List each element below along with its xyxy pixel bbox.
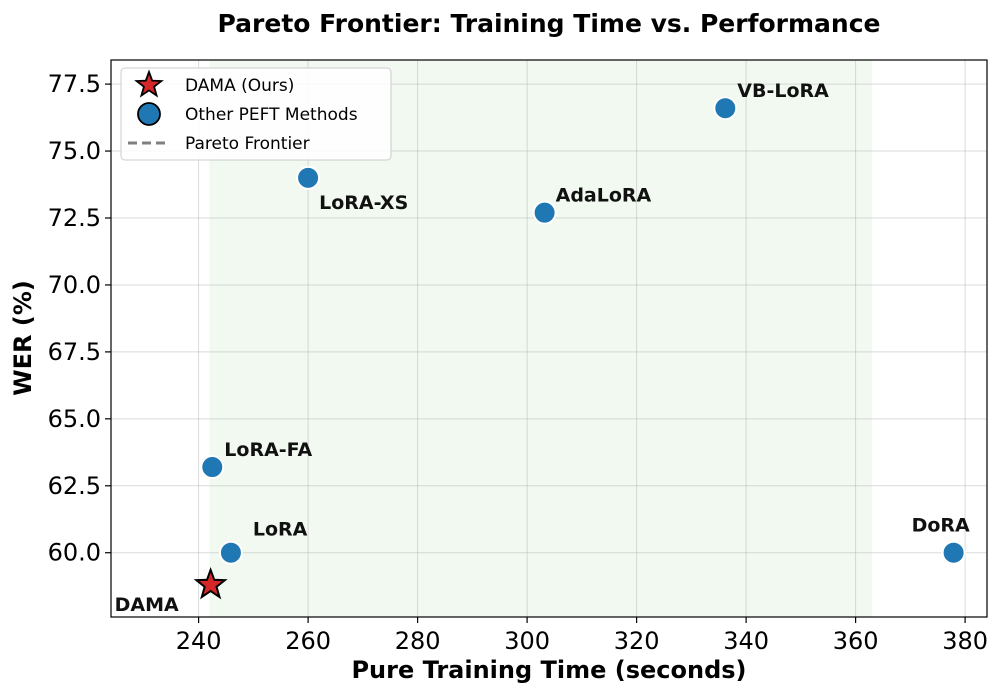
x-tick-label: 340 xyxy=(723,627,769,655)
y-tick-label: 67.5 xyxy=(48,338,101,366)
point-circle xyxy=(941,540,966,565)
point-circle xyxy=(532,200,557,225)
point-star xyxy=(193,567,228,600)
x-axis-label: Pure Training Time (seconds) xyxy=(351,656,746,684)
x-tick-label: 360 xyxy=(833,627,879,655)
y-tick-label: 62.5 xyxy=(48,472,101,500)
point-label: AdaLoRA xyxy=(556,185,652,207)
legend-box xyxy=(120,67,392,161)
legend-star-marker xyxy=(134,69,164,98)
x-tick-label: 320 xyxy=(614,627,660,655)
legend-label: DAMA (Ours) xyxy=(185,76,294,96)
point-circle xyxy=(200,455,225,480)
x-tick-label: 300 xyxy=(504,627,550,655)
legend-label: Other PEFT Methods xyxy=(185,105,358,125)
point-label: DAMA xyxy=(115,594,179,616)
y-tick-label: 72.5 xyxy=(48,204,101,232)
y-tick-label: 77.5 xyxy=(48,70,101,98)
point-labels: DAMA LoRA LoRA-FA LoRA-XS AdaLoRA VB-LoRA DoRA xyxy=(115,80,970,616)
x-tick-label: 380 xyxy=(942,627,988,655)
y-tick-label: 75.0 xyxy=(48,137,101,165)
point-label: VB-LoRA xyxy=(737,80,829,102)
axis-ticks: 240 260 280 300 320 340 360 380 60.0 62.5 65.0 67.5… xyxy=(48,70,988,655)
point-label: LoRA xyxy=(253,519,308,541)
point-label: LoRA-FA xyxy=(224,439,312,461)
y-tick-label: 60.0 xyxy=(48,539,101,567)
y-axis-label: WER (%) xyxy=(9,280,37,396)
point-circle xyxy=(296,165,321,190)
data-points xyxy=(193,96,966,600)
point-circle xyxy=(218,540,243,565)
point-circle xyxy=(713,96,738,121)
chart-title: Pareto Frontier: Training Time vs. Perfo… xyxy=(218,9,881,38)
x-tick-label: 240 xyxy=(176,627,222,655)
x-tick-label: 280 xyxy=(395,627,441,655)
legend-label: Pareto Frontier xyxy=(185,134,310,154)
point-label: DoRA xyxy=(912,515,970,537)
point-label: LoRA-XS xyxy=(319,192,408,214)
plot-frame xyxy=(110,59,988,618)
x-tick-label: 260 xyxy=(285,627,331,655)
legend-circle-marker xyxy=(137,102,161,126)
legend: DAMA (Ours) Other PEFT Methods Pareto Fron… xyxy=(120,67,392,161)
y-tick-label: 70.0 xyxy=(48,271,101,299)
y-tick-label: 65.0 xyxy=(48,405,101,433)
